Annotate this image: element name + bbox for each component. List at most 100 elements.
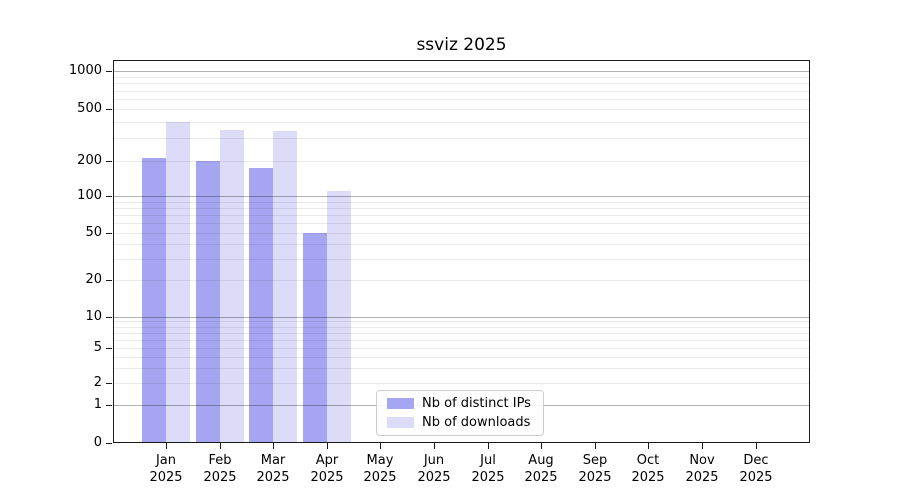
gridline-minor-70 [113, 215, 810, 216]
gridline-minor-200 [113, 161, 810, 162]
chart-title: ssviz 2025 [416, 35, 507, 55]
gridline-minor-90 [113, 202, 810, 203]
year-label: 2025 [685, 470, 719, 485]
legend-item-downloads: Nb of downloads [387, 415, 543, 430]
gridline-major-100 [113, 196, 810, 197]
bar-distinct-ips-feb [195, 161, 220, 443]
year-label: 2025 [578, 470, 612, 485]
x-tick-label-oct: Oct 2025 [616, 452, 680, 486]
gridline-major-1000 [113, 71, 810, 72]
gridline-minor-9 [113, 321, 810, 322]
y-tick-mark-20 [106, 280, 112, 281]
legend-swatch-distinct-ips [387, 398, 414, 409]
gridline-minor-20 [113, 280, 810, 281]
y-tick-label-100: 100 [77, 188, 102, 203]
gridline-minor-500 [113, 109, 810, 110]
x-tick-mark-dec [756, 443, 757, 449]
y-tick-label-10: 10 [85, 309, 102, 324]
y-tick-mark-1 [106, 405, 112, 406]
x-tick-mark-may [380, 443, 381, 449]
y-tick-label-2: 2 [93, 375, 102, 390]
gridline-minor-2 [113, 383, 810, 384]
year-label: 2025 [310, 470, 344, 485]
month-label: Nov [689, 453, 715, 468]
plot-area [113, 60, 810, 443]
bar-downloads-feb [219, 130, 244, 443]
y-tick-label-0: 0 [93, 435, 102, 450]
year-label: 2025 [471, 470, 505, 485]
x-tick-label-may: May 2025 [348, 452, 412, 486]
x-tick-mark-feb [220, 443, 221, 449]
year-label: 2025 [739, 470, 773, 485]
y-tick-mark-100 [106, 196, 112, 197]
gridline-minor-700 [113, 91, 810, 92]
x-tick-label-feb: Feb 2025 [188, 452, 252, 486]
gridline-minor-8 [113, 327, 810, 328]
year-label: 2025 [524, 470, 558, 485]
y-tick-mark-1000 [106, 71, 112, 72]
bar-downloads-mar [273, 130, 298, 443]
x-tick-label-nov: Nov 2025 [670, 452, 734, 486]
gridline-major-10 [113, 317, 810, 318]
x-tick-label-dec: Dec 2025 [724, 452, 788, 486]
x-tick-label-apr: Apr 2025 [295, 452, 359, 486]
x-tick-label-aug: Aug 2025 [509, 452, 573, 486]
gridline-minor-3 [113, 368, 810, 369]
gridline-minor-600 [113, 99, 810, 100]
month-label: Jan [155, 453, 177, 468]
month-label: Mar [260, 453, 286, 468]
y-tick-mark-50 [106, 233, 112, 234]
bar-downloads-apr [326, 191, 351, 443]
y-tick-mark-500 [106, 109, 112, 110]
month-label: Apr [315, 453, 339, 468]
x-tick-label-jul: Jul 2025 [456, 452, 520, 486]
y-tick-mark-5 [106, 348, 112, 349]
y-tick-label-500: 500 [77, 101, 102, 116]
gridline-minor-800 [113, 83, 810, 84]
x-tick-label-mar: Mar 2025 [241, 452, 305, 486]
x-tick-mark-apr [327, 443, 328, 449]
month-label: Feb [208, 453, 232, 468]
y-tick-label-200: 200 [77, 153, 102, 168]
month-label: Aug [528, 453, 554, 468]
bar-downloads-jan [166, 121, 190, 443]
y-tick-mark-10 [106, 317, 112, 318]
y-tick-label-50: 50 [85, 225, 102, 240]
gridline-minor-50 [113, 233, 810, 234]
y-tick-mark-2 [106, 383, 112, 384]
y-tick-label-1000: 1000 [68, 63, 102, 78]
y-tick-mark-0 [106, 443, 112, 444]
x-tick-label-jan: Jan 2025 [134, 452, 198, 486]
bar-distinct-ips-apr [302, 233, 327, 443]
legend-swatch-downloads [387, 417, 414, 428]
month-label: Oct [636, 453, 660, 468]
gridline-minor-4 [113, 357, 810, 358]
legend-box: Nb of distinct IPs Nb of downloads [376, 390, 544, 436]
gridline-minor-80 [113, 208, 810, 209]
year-label: 2025 [363, 470, 397, 485]
month-label: Dec [743, 453, 769, 468]
legend-label-downloads: Nb of downloads [422, 415, 531, 430]
bar-distinct-ips-mar [249, 167, 274, 443]
x-tick-label-jun: Jun 2025 [402, 452, 466, 486]
month-label: Jul [480, 453, 496, 468]
x-tick-mark-nov [702, 443, 703, 449]
x-tick-mark-aug [541, 443, 542, 449]
x-tick-mark-mar [273, 443, 274, 449]
y-tick-mark-200 [106, 161, 112, 162]
year-label: 2025 [149, 470, 183, 485]
gridline-minor-30 [113, 259, 810, 260]
gridline-minor-5 [113, 348, 810, 349]
gridline-minor-40 [113, 244, 810, 245]
y-tick-label-20: 20 [85, 272, 102, 287]
y-tick-label-5: 5 [93, 340, 102, 355]
gridline-minor-900 [113, 77, 810, 78]
year-label: 2025 [631, 470, 665, 485]
legend-label-distinct-ips: Nb of distinct IPs [422, 396, 531, 411]
month-label: Jun [423, 453, 445, 468]
x-tick-mark-oct [648, 443, 649, 449]
x-tick-mark-jun [434, 443, 435, 449]
month-label: May [366, 453, 394, 468]
gridline-minor-400 [113, 122, 810, 123]
